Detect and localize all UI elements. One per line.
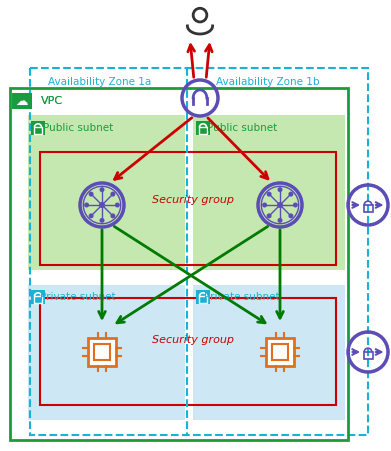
Circle shape	[267, 192, 272, 197]
Circle shape	[289, 213, 293, 218]
Bar	[193, 115, 345, 270]
Bar	[196, 121, 210, 135]
Circle shape	[89, 192, 93, 197]
Circle shape	[110, 192, 115, 197]
Circle shape	[278, 187, 283, 192]
Bar	[40, 152, 336, 265]
Bar	[364, 352, 373, 359]
Circle shape	[84, 202, 89, 207]
Circle shape	[267, 213, 272, 218]
Circle shape	[262, 202, 267, 207]
Bar	[196, 290, 210, 304]
Text: Private subnet: Private subnet	[40, 292, 116, 302]
Bar	[93, 344, 110, 360]
Bar	[40, 298, 336, 405]
Text: VPC: VPC	[41, 96, 63, 106]
Bar	[272, 344, 289, 360]
Text: Private subnet: Private subnet	[204, 292, 280, 302]
Circle shape	[293, 202, 298, 207]
Text: VPC: VPC	[41, 96, 63, 106]
Circle shape	[115, 202, 120, 207]
Text: Availability Zone 1a: Availability Zone 1a	[48, 77, 152, 87]
Bar	[31, 290, 45, 304]
Bar	[199, 127, 207, 134]
Bar	[193, 285, 345, 420]
Bar	[364, 205, 373, 212]
Text: Public subnet: Public subnet	[207, 123, 277, 133]
Text: Public subnet: Public subnet	[43, 123, 113, 133]
Text: Security group: Security group	[152, 195, 234, 205]
Text: ☁: ☁	[16, 95, 28, 107]
Bar	[28, 115, 185, 270]
Circle shape	[277, 202, 283, 208]
Bar	[34, 296, 42, 303]
Circle shape	[289, 192, 293, 197]
Bar	[199, 296, 207, 303]
Bar	[266, 338, 294, 366]
Bar	[88, 338, 116, 366]
Bar	[30, 68, 368, 435]
Circle shape	[99, 187, 104, 192]
Circle shape	[110, 213, 115, 218]
Bar	[34, 127, 42, 134]
Circle shape	[278, 218, 283, 223]
Circle shape	[89, 213, 93, 218]
Bar	[12, 92, 32, 110]
Bar	[31, 121, 45, 135]
Circle shape	[99, 202, 105, 208]
Text: Availability Zone 1b: Availability Zone 1b	[216, 77, 320, 87]
Bar	[28, 285, 185, 420]
Text: Security group: Security group	[152, 335, 234, 345]
Circle shape	[99, 218, 104, 223]
Bar	[10, 88, 348, 440]
